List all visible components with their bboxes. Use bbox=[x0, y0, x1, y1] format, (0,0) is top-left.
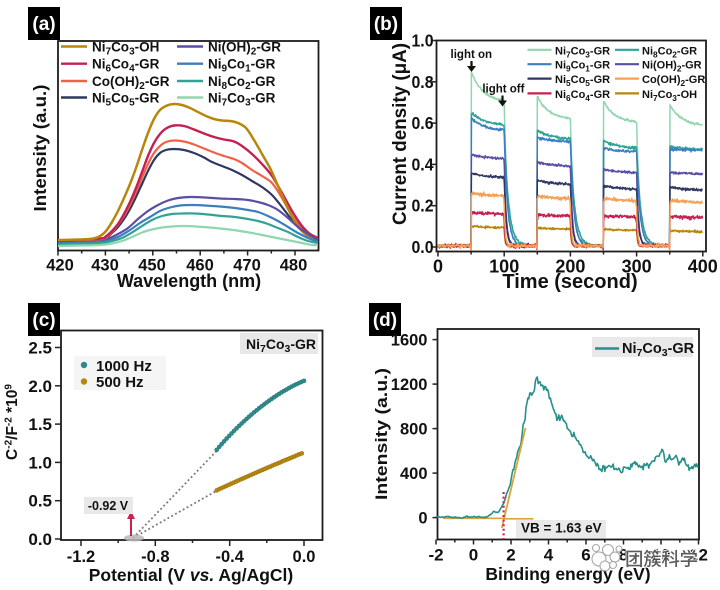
svg-text:Current density (μA): Current density (μA) bbox=[390, 43, 411, 225]
svg-text:Ni7Co3-GR: Ni7Co3-GR bbox=[622, 341, 695, 359]
svg-text:450: 450 bbox=[138, 257, 166, 275]
svg-text:1200: 1200 bbox=[391, 376, 428, 394]
svg-text:2: 2 bbox=[506, 546, 515, 565]
svg-text:-0.8: -0.8 bbox=[141, 548, 169, 566]
svg-text:300: 300 bbox=[622, 257, 652, 277]
svg-text:100: 100 bbox=[489, 257, 519, 277]
svg-text:Wavelength (nm): Wavelength (nm) bbox=[117, 271, 261, 291]
svg-text:2.5: 2.5 bbox=[28, 339, 52, 358]
svg-text:200: 200 bbox=[555, 257, 585, 277]
svg-text:0: 0 bbox=[433, 257, 443, 277]
svg-text:Co(OH)2-GR: Co(OH)2-GR bbox=[642, 74, 705, 88]
svg-text:light off: light off bbox=[482, 84, 524, 96]
svg-text:Ni7Co3-OH: Ni7Co3-OH bbox=[642, 89, 697, 103]
svg-text:Ni5Co5-GR: Ni5Co5-GR bbox=[555, 74, 610, 88]
svg-text:-0.92 V: -0.92 V bbox=[88, 499, 129, 513]
svg-text:VB = 1.63 eV: VB = 1.63 eV bbox=[521, 521, 602, 536]
svg-text:0: 0 bbox=[469, 546, 478, 565]
svg-text:-1.2: -1.2 bbox=[67, 548, 95, 566]
svg-text:420: 420 bbox=[46, 257, 74, 275]
svg-text:1.5: 1.5 bbox=[28, 415, 52, 434]
svg-text:(c): (c) bbox=[32, 310, 55, 331]
svg-text:Intensity (a.u.): Intensity (a.u.) bbox=[30, 85, 50, 212]
svg-text:460: 460 bbox=[186, 257, 214, 275]
svg-text:0.8: 0.8 bbox=[412, 72, 434, 92]
svg-text:1000 Hz: 1000 Hz bbox=[96, 358, 152, 375]
svg-text:Ni6Co4-GR: Ni6Co4-GR bbox=[555, 89, 610, 103]
svg-text:1.0: 1.0 bbox=[412, 31, 434, 51]
svg-text:Time (second): Time (second) bbox=[502, 271, 637, 293]
svg-text:2.0: 2.0 bbox=[28, 377, 52, 396]
svg-text:Ni7Co3-GR: Ni7Co3-GR bbox=[246, 336, 316, 355]
svg-text:Ni7Co3-OH: Ni7Co3-OH bbox=[92, 40, 159, 58]
svg-text:0.0: 0.0 bbox=[412, 237, 434, 257]
svg-text:470: 470 bbox=[233, 257, 261, 275]
svg-text:-0.4: -0.4 bbox=[215, 548, 244, 566]
svg-text:light on: light on bbox=[451, 49, 493, 61]
svg-text:Ni8Co2-GR: Ni8Co2-GR bbox=[208, 74, 276, 92]
svg-text:430: 430 bbox=[91, 257, 119, 275]
svg-text:0.6: 0.6 bbox=[412, 113, 434, 133]
svg-text:800: 800 bbox=[400, 421, 428, 439]
svg-text:Ni(OH)2-GR: Ni(OH)2-GR bbox=[208, 40, 281, 58]
svg-text:500 Hz: 500 Hz bbox=[96, 374, 144, 391]
svg-text:(a): (a) bbox=[32, 14, 55, 35]
svg-text:Ni7Co3-GR: Ni7Co3-GR bbox=[555, 45, 610, 59]
svg-text:400: 400 bbox=[400, 465, 428, 483]
svg-text:0.4: 0.4 bbox=[412, 154, 434, 174]
svg-text:0: 0 bbox=[418, 510, 427, 528]
svg-text:0.0: 0.0 bbox=[28, 530, 52, 549]
svg-text:4: 4 bbox=[544, 546, 554, 565]
svg-text:Ni9Co1-GR: Ni9Co1-GR bbox=[555, 60, 610, 74]
svg-text:Co(OH)2-GR: Co(OH)2-GR bbox=[92, 74, 170, 92]
svg-text:Ni5Co5-GR: Ni5Co5-GR bbox=[92, 91, 160, 109]
svg-text:Ni(OH)2-GR: Ni(OH)2-GR bbox=[642, 60, 702, 74]
svg-text:480: 480 bbox=[280, 257, 308, 275]
svg-text:(b): (b) bbox=[374, 14, 398, 35]
svg-text:0.0: 0.0 bbox=[293, 548, 316, 566]
svg-text:Ni9Co1-GR: Ni9Co1-GR bbox=[208, 57, 276, 75]
svg-text:6: 6 bbox=[581, 546, 590, 565]
svg-text:Potential (V vs. Ag/AgCl): Potential (V vs. Ag/AgCl) bbox=[89, 565, 294, 585]
svg-text:8: 8 bbox=[619, 546, 628, 565]
svg-text:Intensity (a.u.): Intensity (a.u.) bbox=[372, 368, 391, 500]
svg-text:Ni8Co2-GR: Ni8Co2-GR bbox=[642, 45, 697, 59]
svg-text:(d): (d) bbox=[373, 310, 397, 331]
svg-text:0.2: 0.2 bbox=[412, 196, 434, 216]
svg-text:400: 400 bbox=[688, 257, 718, 277]
svg-text:-2: -2 bbox=[428, 546, 443, 565]
svg-text:C-2/F-2 *109: C-2/F-2 *109 bbox=[4, 384, 22, 460]
svg-text:0.5: 0.5 bbox=[28, 492, 52, 511]
svg-text:Ni7Co3-GR: Ni7Co3-GR bbox=[208, 91, 276, 109]
svg-text:1.0: 1.0 bbox=[28, 453, 52, 472]
svg-text:1600: 1600 bbox=[391, 332, 428, 350]
svg-text:Ni6Co4-GR: Ni6Co4-GR bbox=[92, 57, 160, 75]
